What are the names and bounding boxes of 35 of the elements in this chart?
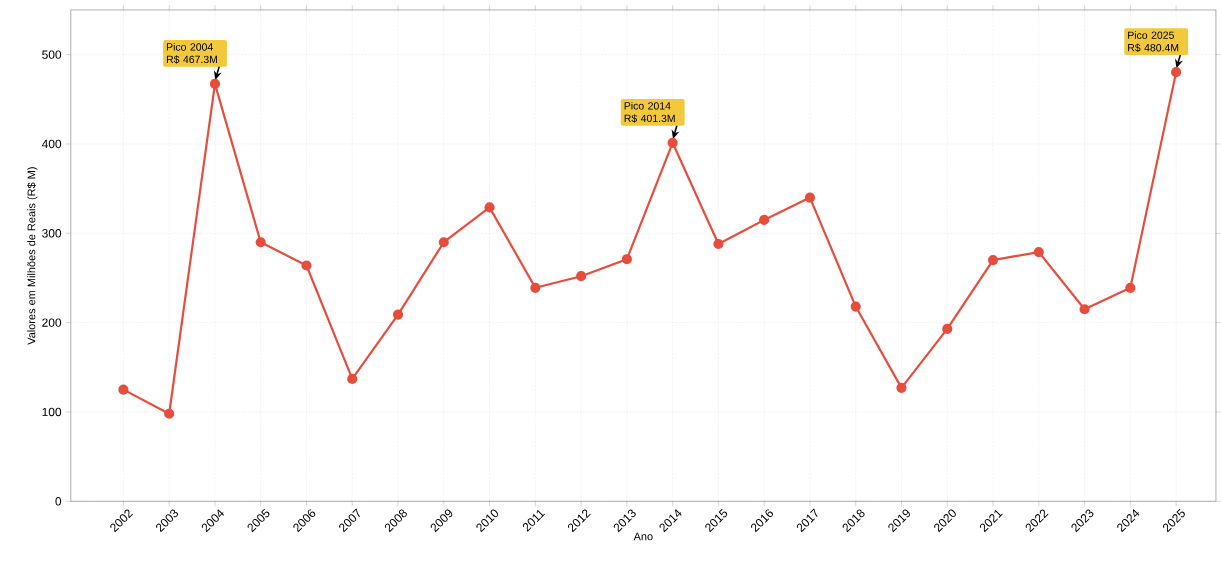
y-tick-label: 400 (41, 139, 62, 149)
point (759, 214, 770, 225)
point (438, 237, 449, 248)
point (347, 373, 358, 384)
point (621, 254, 632, 265)
y-tick-label: 200 (42, 318, 62, 327)
point (301, 260, 312, 271)
point (1171, 67, 1182, 78)
point (530, 282, 541, 293)
point (255, 237, 266, 248)
annotation: Pico 2004 R$ 467.3M (166, 42, 217, 64)
y-tick-label: 300 (42, 229, 62, 238)
y-tick-label: 500 (42, 50, 62, 59)
y-tick-label: 100 (42, 407, 62, 417)
x-axis-title: Ano (633, 532, 653, 541)
point (804, 192, 816, 203)
point (118, 384, 129, 395)
point (576, 271, 587, 282)
point (713, 238, 724, 250)
point (987, 254, 999, 266)
point (850, 301, 861, 312)
point (164, 408, 175, 419)
point (484, 202, 495, 213)
point (896, 382, 907, 393)
point (942, 323, 953, 334)
point (392, 309, 404, 320)
annotation: Pico 2025 R$ 480.4M (1128, 31, 1179, 52)
point (1125, 282, 1136, 293)
y-tick-label: 0 (55, 497, 62, 506)
point (667, 137, 678, 148)
annotation: Pico 2014 R$ 401.3M (624, 101, 675, 123)
point (1079, 304, 1090, 315)
point (209, 78, 221, 89)
point (1033, 246, 1044, 258)
y-axis-title: Valores em Milhões de Reais (R$ M) (27, 167, 38, 345)
